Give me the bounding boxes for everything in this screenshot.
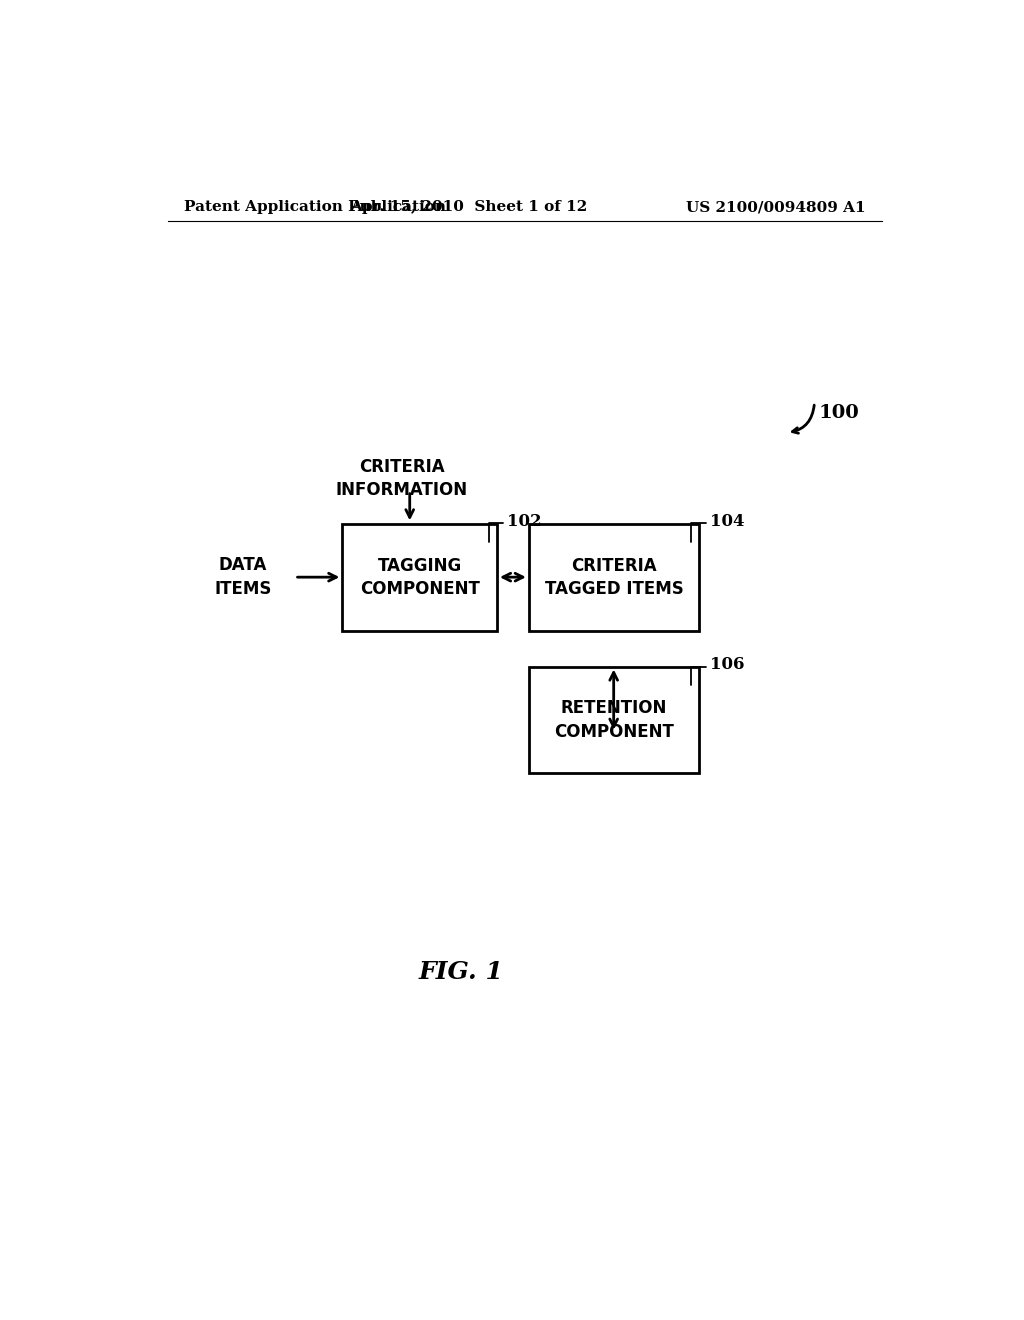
- Text: RETENTION
COMPONENT: RETENTION COMPONENT: [554, 700, 674, 741]
- Text: US 2100/0094809 A1: US 2100/0094809 A1: [686, 201, 866, 214]
- Bar: [528, 524, 699, 631]
- Text: 106: 106: [710, 656, 744, 673]
- Text: 100: 100: [818, 404, 859, 421]
- Bar: [342, 524, 497, 631]
- Text: 102: 102: [507, 512, 542, 529]
- Text: CRITERIA
INFORMATION: CRITERIA INFORMATION: [336, 458, 468, 499]
- Text: CRITERIA
TAGGED ITEMS: CRITERIA TAGGED ITEMS: [545, 557, 683, 598]
- Text: Apr. 15, 2010  Sheet 1 of 12: Apr. 15, 2010 Sheet 1 of 12: [350, 201, 588, 214]
- Text: Patent Application Publication: Patent Application Publication: [183, 201, 445, 214]
- Text: 104: 104: [710, 512, 744, 529]
- Text: FIG. 1: FIG. 1: [419, 960, 504, 983]
- Bar: [528, 667, 699, 774]
- Text: TAGGING
COMPONENT: TAGGING COMPONENT: [359, 557, 479, 598]
- Text: DATA
ITEMS: DATA ITEMS: [214, 556, 271, 598]
